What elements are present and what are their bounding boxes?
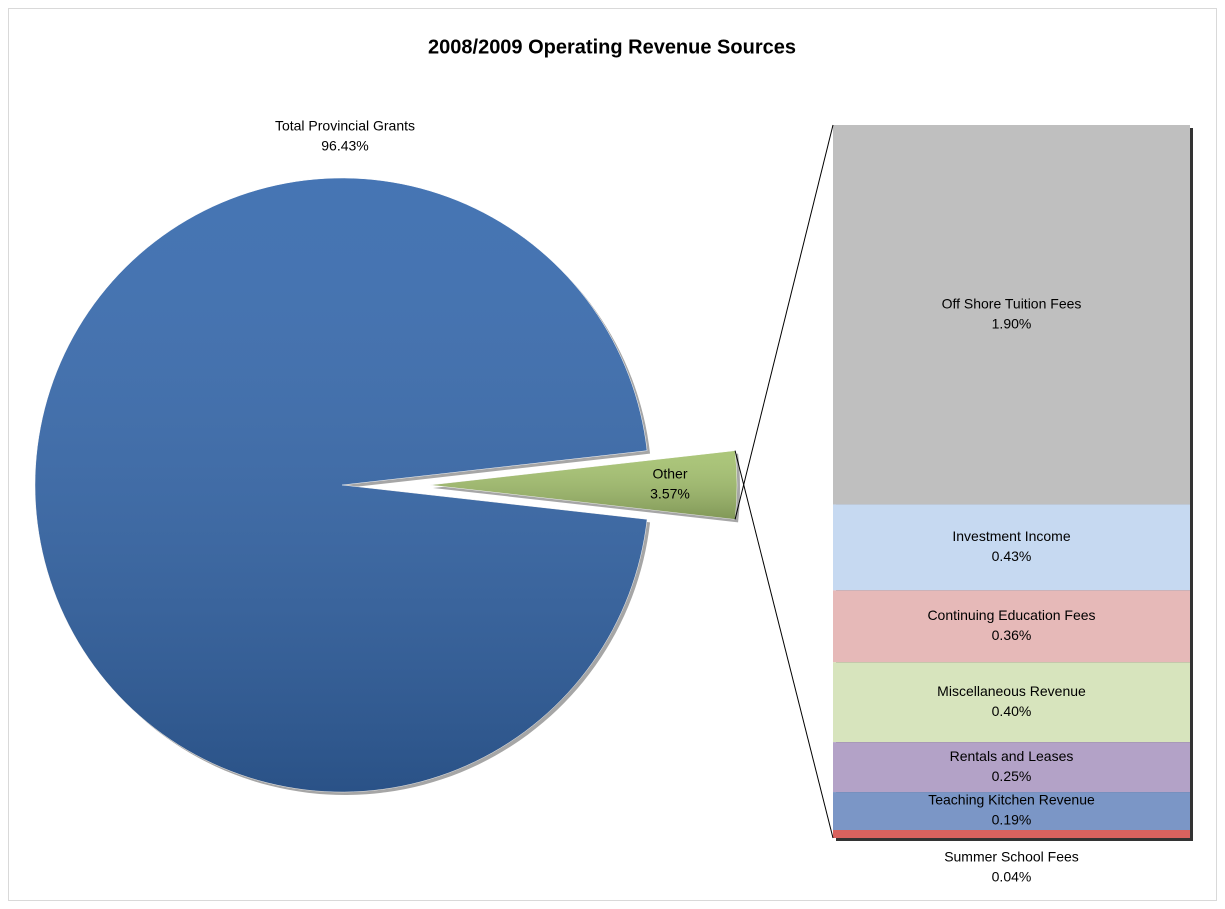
segment-label: Miscellaneous Revenue: [937, 683, 1086, 699]
pie-slice-shade: [34, 177, 648, 792]
slice-label: Total Provincial Grants: [275, 118, 415, 134]
segment-value-label: 0.43%: [992, 548, 1032, 564]
pie-slice-shade: [430, 450, 737, 520]
bar-segment: [833, 662, 1190, 743]
segment-value-label: 0.19%: [992, 812, 1032, 828]
segment-label: Continuing Education Fees: [927, 607, 1095, 623]
bar-segment: [833, 590, 1190, 663]
segment-value-label: 0.04%: [992, 869, 1032, 885]
connector-line: [734, 124, 834, 520]
segment-label: Off Shore Tuition Fees: [942, 295, 1082, 311]
segment-value-label: 0.25%: [992, 768, 1032, 784]
segment-label: Rentals and Leases: [950, 748, 1074, 764]
segment-value-label: 0.36%: [992, 627, 1032, 643]
segment-label: Summer School Fees: [944, 849, 1079, 865]
segment-value-label: 0.40%: [992, 703, 1032, 719]
bar-segment: [833, 792, 1190, 831]
bar-segment: [833, 504, 1190, 591]
bar-segment: [833, 830, 1190, 838]
bar-segment: [833, 125, 1190, 505]
slice-value-label: 3.57%: [650, 486, 690, 502]
segment-label: Teaching Kitchen Revenue: [928, 792, 1095, 808]
segment-label: Investment Income: [952, 528, 1070, 544]
connector-line: [734, 450, 834, 839]
slice-label: Other: [652, 466, 687, 482]
bar-segment: [833, 742, 1190, 793]
chart-title: 2008/2009 Operating Revenue Sources: [428, 36, 796, 58]
slice-value-label: 96.43%: [321, 138, 368, 154]
segment-value-label: 1.90%: [992, 315, 1032, 331]
